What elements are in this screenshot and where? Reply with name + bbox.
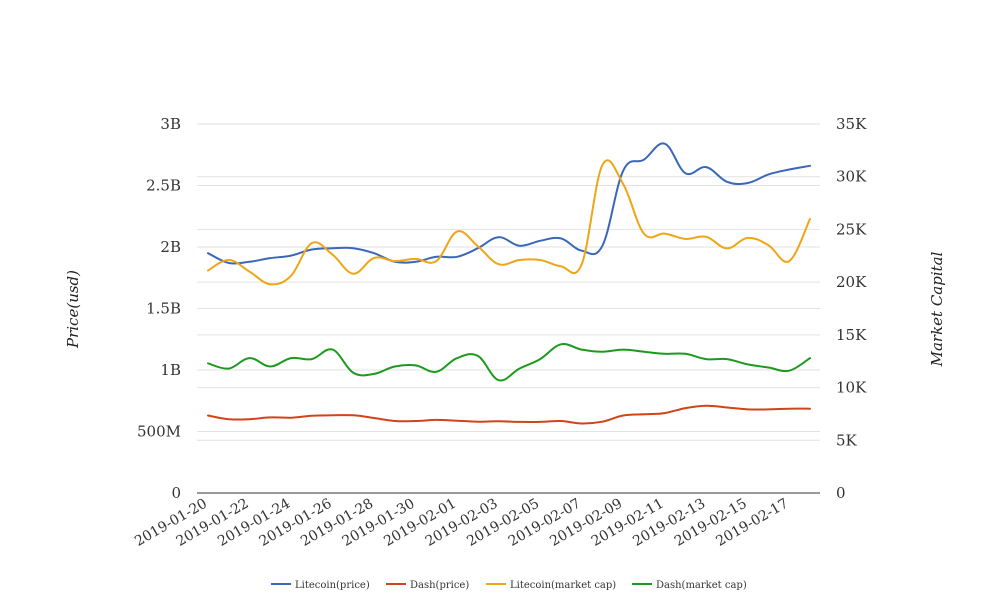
legend: Litecoin(price) Dash(price) Litecoin(marke… — [271, 580, 747, 591]
x-axis-ticks: 2019-01-202019-01-222019-01-242019-01-26… — [132, 496, 791, 550]
left-axis-title: Price(usd) — [64, 270, 82, 349]
y-tick-label-right: 5K — [836, 431, 858, 449]
left-axis-ticks: 0 500M 1B 1.5B 2B 2.5B 3B — [137, 115, 181, 502]
legend-item: Litecoin(market cap) — [486, 580, 616, 591]
y-tick-label-left: 1.5B — [146, 300, 181, 318]
y-tick-label-left: 3B — [160, 115, 181, 133]
y-tick-label-left: 2B — [160, 238, 181, 256]
series-lines — [207, 142, 811, 425]
series-line-litecoin-market-cap — [207, 159, 811, 286]
legend-item: Dash(market cap) — [632, 580, 747, 591]
series-line-dash-price — [207, 404, 811, 425]
legend-label: Dash(market cap) — [656, 580, 747, 591]
y-tick-label-left: 0 — [171, 484, 181, 502]
y-tick-label-left: 2.5B — [146, 177, 181, 195]
y-tick-label-left: 500M — [137, 423, 181, 441]
y-tick-label-right: 30K — [836, 168, 867, 186]
right-axis-ticks: 0 5K 10K 15K 20K 25K 30K 35K — [836, 115, 867, 502]
series-line-litecoin-price — [207, 142, 811, 265]
legend-label: Dash(price) — [410, 580, 469, 591]
right-axis-title: Market Capital — [928, 251, 946, 367]
y-tick-label-right: 35K — [836, 115, 867, 133]
series-line-dash-market-cap — [207, 342, 811, 382]
y-tick-label-right: 15K — [836, 326, 867, 344]
y-tick-label-left: 1B — [160, 361, 181, 379]
legend-item: Litecoin(price) — [271, 580, 370, 591]
y-tick-label-right: 10K — [836, 379, 867, 397]
y-tick-label-right: 20K — [836, 273, 867, 291]
legend-label: Litecoin(market cap) — [510, 580, 616, 591]
legend-item: Dash(price) — [386, 580, 469, 591]
legend-label: Litecoin(price) — [295, 580, 370, 591]
gridlines — [197, 123, 820, 441]
y-tick-label-right: 25K — [836, 220, 867, 238]
y-tick-label-right: 0 — [836, 484, 846, 502]
